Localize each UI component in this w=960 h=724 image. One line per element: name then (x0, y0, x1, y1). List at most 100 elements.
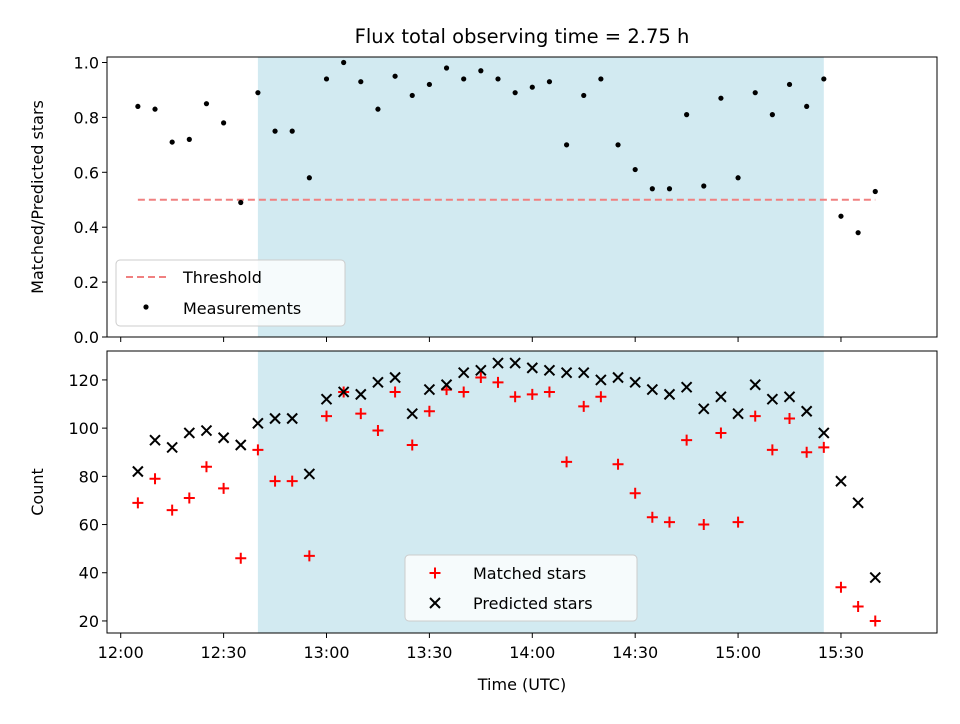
measurement-point (375, 106, 381, 112)
observing-window-band (257, 57, 824, 337)
matched-star-point (835, 581, 847, 593)
predicted-star-point (475, 364, 487, 376)
y-tick-label: 0.0 (74, 328, 99, 347)
predicted-star-point (869, 571, 881, 584)
x-tick-label: 12:00 (98, 643, 144, 662)
measurement-point (512, 90, 518, 96)
predicted-star-point (492, 357, 504, 369)
measurement-point (495, 76, 501, 82)
matched-star-point (715, 427, 727, 439)
predicted-star-point (715, 391, 727, 403)
legend-box (115, 259, 346, 327)
measurement-point (769, 112, 775, 118)
matched-star-point (526, 388, 538, 400)
predicted-star-point (269, 412, 281, 425)
matched-star-point (235, 552, 247, 564)
predicted-star-point (286, 412, 298, 425)
measurement-point (563, 142, 570, 148)
measurement-point (272, 128, 278, 134)
measurement-point (632, 166, 638, 173)
predicted-star-point (355, 388, 367, 401)
measurement-point (426, 81, 432, 88)
predicted-star-point (835, 475, 847, 487)
measurement-point (461, 76, 467, 82)
matched-star-point (149, 473, 161, 485)
measurement-point (649, 186, 655, 192)
predicted-star-point (783, 391, 796, 403)
legend-matched-swatch (429, 567, 441, 579)
predicted-star-point (578, 366, 590, 379)
y-axis-label: Matched/Predicted stars (28, 100, 47, 294)
matched-star-point (475, 372, 487, 384)
predicted-star-point (252, 417, 264, 430)
matched-star-point (458, 386, 470, 398)
matched-star-point (801, 446, 813, 458)
measurement-point (341, 59, 347, 66)
y-axis-label: Count (28, 468, 47, 516)
measurement-point (255, 90, 261, 96)
measurement-point (443, 65, 450, 71)
x-tick-label: 13:00 (303, 643, 349, 662)
legend-label-predicted: Predicted stars (473, 594, 593, 613)
measurement-point (478, 68, 484, 74)
predicted-star-point (166, 441, 178, 454)
panel-1: 0.0 0.2 0.4 0.6 0.8 1.0 Matched/Predicted star… (28, 25, 938, 347)
matched-star-point (355, 408, 367, 420)
predicted-star-point (818, 427, 830, 439)
predicted-star-point (440, 379, 453, 391)
predicted-star-point (509, 357, 521, 369)
x-tick-label: 15:30 (818, 643, 864, 662)
measurement-point (392, 73, 398, 79)
measurement-point (786, 81, 793, 88)
chart-title: Flux total observing time = 2.75 h (355, 25, 690, 48)
predicted-star-point (629, 376, 641, 389)
predicted-star-point (235, 439, 247, 451)
matched-star-point (183, 492, 195, 504)
measurement-point (598, 76, 604, 82)
predicted-star-point (698, 403, 710, 415)
predicted-star-point (663, 388, 676, 401)
measurement-point (152, 106, 158, 112)
y-tick-label: 1.0 (74, 53, 99, 72)
legend-measurements-swatch (143, 304, 149, 310)
y-tick-label: 80 (79, 467, 99, 486)
x-tick-label: 14:30 (612, 643, 658, 662)
legend-label-threshold: Threshold (182, 268, 262, 287)
matched-star-point (218, 482, 230, 494)
matched-star-point (543, 386, 555, 398)
matched-star-point (784, 412, 796, 424)
predicted-star-point (680, 381, 693, 393)
measurement-point (358, 79, 364, 85)
measurement-point (546, 79, 553, 85)
matched-star-point (663, 516, 675, 528)
measurement-point (203, 101, 210, 107)
y-tick-label: 20 (79, 612, 99, 631)
measurement-point (306, 175, 312, 181)
measurement-point (838, 213, 844, 219)
predicted-star-point (543, 364, 556, 376)
measurement-point (735, 175, 741, 181)
series-predicted-stars (132, 357, 881, 584)
measurement-point (821, 76, 827, 82)
y-tick-label: 0.8 (74, 108, 99, 127)
matched-star-point (132, 497, 144, 509)
predicted-star-point (732, 407, 744, 420)
legend-bottom: Matched stars Predicted stars (404, 554, 638, 622)
matched-star-point (578, 400, 590, 412)
legend-box (404, 554, 638, 622)
matched-star-point (321, 410, 333, 422)
legend-label-matched: Matched stars (473, 564, 586, 583)
matched-star-point (372, 425, 384, 437)
matched-star-point (286, 475, 298, 487)
measurement-point (289, 128, 295, 134)
matched-star-point (389, 386, 401, 398)
measurement-point (169, 139, 175, 145)
measurement-point (804, 103, 810, 110)
x-tick-label: 12:30 (201, 643, 247, 662)
predicted-star-point (183, 427, 196, 439)
predicted-star-point (217, 432, 230, 444)
measurement-point (221, 120, 227, 126)
measurement-point (186, 136, 192, 142)
measurement-point (855, 230, 861, 236)
